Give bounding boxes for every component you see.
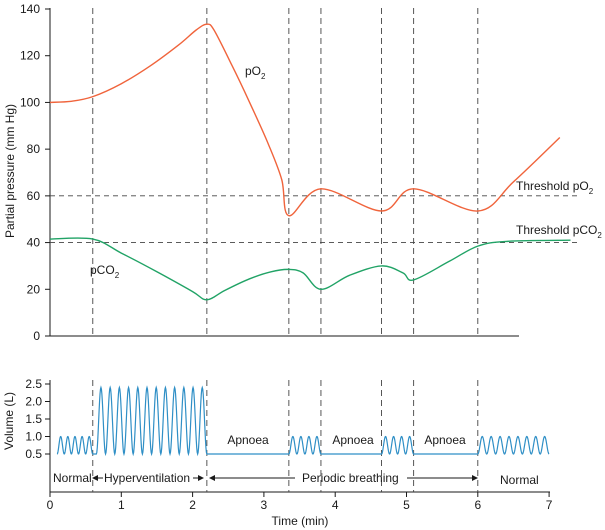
volume-y-ticks: 0.5 1.0 1.5 2.0 2.5 <box>25 377 50 461</box>
po2-curve <box>49 23 561 217</box>
breathing-volume-trace <box>56 385 550 457</box>
pressure-y-ticks: 0 20 40 60 80 100 120 140 <box>20 2 50 343</box>
volume-y-tick-label: 1.0 <box>25 430 42 444</box>
pressure-y-tick-label: 100 <box>20 95 40 109</box>
phase-normal-end: Normal <box>500 473 539 487</box>
pco2-label: pCO2 <box>90 263 120 280</box>
time-x-tick-label: 6 <box>474 498 481 512</box>
phase-markers-bottom <box>92 380 479 492</box>
volume-y-tick-label: 0.5 <box>25 447 42 461</box>
threshold-po2-label: Threshold pO2 <box>516 179 594 196</box>
threshold-lines <box>50 195 578 244</box>
apnoea-label-2: Apnoea <box>332 433 374 447</box>
time-x-tick-label: 2 <box>189 498 196 512</box>
pressure-y-label: Partial pressure (mm Hg) <box>3 104 17 238</box>
breathing-trace <box>56 385 550 457</box>
volume-y-tick-label: 2.5 <box>25 377 42 391</box>
pressure-y-tick-label: 140 <box>20 2 40 16</box>
pressure-y-tick-label: 20 <box>27 282 41 296</box>
pressure-y-tick-label: 40 <box>27 236 41 250</box>
time-x-tick-label: 3 <box>261 498 268 512</box>
pressure-y-tick-label: 60 <box>27 189 41 203</box>
pressure-panel: 0 20 40 60 80 100 120 140 Partial pressure (mm … <box>3 2 602 343</box>
phase-hyperventilation: Hyperventilation <box>104 471 190 485</box>
time-x-tick-label: 5 <box>403 498 410 512</box>
time-x-tick-label: 0 <box>47 498 54 512</box>
time-x-tick-label: 1 <box>118 498 125 512</box>
time-x-label: Time (min) <box>272 514 329 528</box>
phase-periodic-breathing: Periodic breathing <box>302 471 399 485</box>
volume-y-tick-label: 2.0 <box>25 395 42 409</box>
pressure-y-tick-label: 0 <box>33 329 40 343</box>
volume-y-tick-label: 1.5 <box>25 412 42 426</box>
po2-label: pO2 <box>245 64 266 81</box>
phase-markers-top <box>92 8 479 336</box>
time-x-tick-label: 4 <box>332 498 339 512</box>
pressure-curves <box>49 23 571 301</box>
time-x-tick-label: 7 <box>546 498 553 512</box>
threshold-pco2-label: Threshold pCO2 <box>516 223 602 240</box>
time-x-ticks: 0 1 2 3 4 5 6 7 <box>47 492 553 512</box>
volume-y-label: Volume (L) <box>2 392 16 450</box>
phase-normal-start: Normal <box>53 471 92 485</box>
pressure-y-tick-label: 120 <box>20 49 40 63</box>
pressure-y-tick-label: 80 <box>27 142 41 156</box>
apnoea-label-1: Apnoea <box>227 433 269 447</box>
volume-panel: 0.5 1.0 1.5 2.0 2.5 0 1 2 3 4 5 6 7 Volume (L) Time… <box>2 377 553 528</box>
apnoea-label-3: Apnoea <box>424 433 466 447</box>
pco2-curve <box>49 237 571 301</box>
